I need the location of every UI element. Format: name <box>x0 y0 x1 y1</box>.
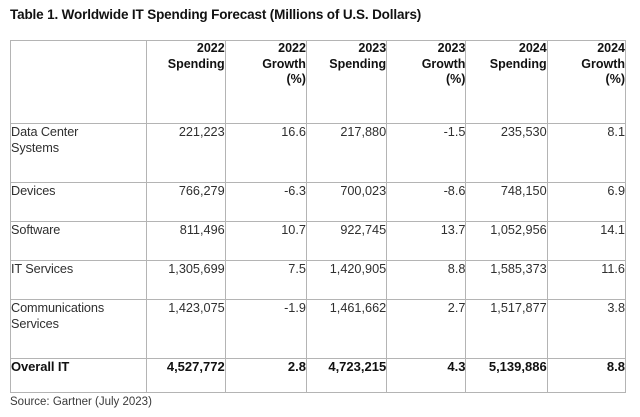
header-line-2: Growth <box>262 56 306 71</box>
label-line-1: Data Center <box>11 125 79 139</box>
cell-2022-spending: 221,223 <box>146 123 226 183</box>
column-header-segment <box>9 40 148 124</box>
header-line-2: Growth <box>421 56 466 71</box>
label-line-2: Services <box>11 317 59 331</box>
cell-2023-growth: -1.5 <box>386 123 467 183</box>
cell-2024-growth: 6.9 <box>546 182 627 222</box>
cell-2024-spending: 748,150 <box>465 182 548 222</box>
column-header-2023-spending: 2023 Spending <box>305 40 388 124</box>
column-header-2022-spending: 2022 Spending <box>146 40 226 124</box>
table-row: Communications Services 1,423,075 -1.9 1… <box>9 299 627 359</box>
cell-2023-growth: 8.8 <box>386 260 467 300</box>
cell-2024-growth: 8.1 <box>546 123 627 183</box>
header-line-2: Spending <box>329 56 387 71</box>
cell-2023-spending: 700,023 <box>305 182 388 222</box>
cell-2023-spending: 922,745 <box>305 221 388 261</box>
cell-2024-spending: 1,517,877 <box>465 299 548 359</box>
row-label-it-services: IT Services <box>9 260 148 300</box>
cell-2022-growth: 16.6 <box>224 123 307 183</box>
table-row: Data Center Systems 221,223 16.6 217,880… <box>9 123 627 183</box>
cell-2022-spending: 811,496 <box>146 221 226 261</box>
cell-2024-growth: 11.6 <box>546 260 627 300</box>
column-header-2022-growth: 2022 Growth (%) <box>224 40 307 124</box>
cell-2024-spending: 235,530 <box>465 123 548 183</box>
cell-2023-growth: -8.6 <box>386 182 467 222</box>
cell-2022-spending: 1,305,699 <box>146 260 226 300</box>
header-row: 2022 Spending 2022 Growth (%) 2023 Spend… <box>9 40 627 124</box>
table-row-total: Overall IT 4,527,772 2.8 4,723,215 4.3 5… <box>9 358 627 393</box>
column-header-2023-growth: 2023 Growth (%) <box>386 40 467 124</box>
cell-2024-growth: 3.8 <box>546 299 627 359</box>
header-line-3: (%) <box>286 72 306 86</box>
label-line-1: IT Services <box>11 262 74 276</box>
header-line-1: 2024 <box>518 41 547 55</box>
cell-2022-spending: 766,279 <box>146 182 226 222</box>
column-header-2024-spending: 2024 Spending <box>465 40 548 124</box>
cell-2022-growth: 2.8 <box>224 358 307 393</box>
row-label-overall-it: Overall IT <box>9 358 148 393</box>
cell-2022-growth: 10.7 <box>224 221 307 261</box>
cell-2022-spending: 1,423,075 <box>146 299 226 359</box>
cell-2024-spending: 5,139,886 <box>465 358 548 393</box>
table-row: IT Services 1,305,699 7.5 1,420,905 8.8 … <box>9 260 627 300</box>
column-header-2024-growth: 2024 Growth (%) <box>546 40 627 124</box>
it-spending-forecast-table: 2022 Spending 2022 Growth (%) 2023 Spend… <box>9 40 627 393</box>
header-line-3: (%) <box>605 72 625 86</box>
header-line-1: 2023 <box>358 41 387 55</box>
page-title: Table 1. Worldwide IT Spending Forecast … <box>10 7 422 22</box>
header-line-2: Spending <box>167 56 225 71</box>
label-line-1: Communications <box>11 301 105 315</box>
cell-2024-growth: 14.1 <box>546 221 627 261</box>
row-label-data-center-systems: Data Center Systems <box>9 123 148 183</box>
cell-2023-growth: 13.7 <box>386 221 467 261</box>
cell-2023-spending: 1,461,662 <box>305 299 388 359</box>
cell-2023-spending: 217,880 <box>305 123 388 183</box>
row-label-software: Software <box>9 221 148 261</box>
cell-2023-spending: 1,420,905 <box>305 260 388 300</box>
cell-2022-growth: 7.5 <box>224 260 307 300</box>
label-line-1: Software <box>11 223 61 237</box>
table-row: Software 811,496 10.7 922,745 13.7 1,052… <box>9 221 627 261</box>
header-line-2: Spending <box>489 56 547 71</box>
cell-2024-spending: 1,585,373 <box>465 260 548 300</box>
cell-2024-spending: 1,052,956 <box>465 221 548 261</box>
row-label-communications-services: Communications Services <box>9 299 148 359</box>
table-body: Data Center Systems 221,223 16.6 217,880… <box>9 123 627 393</box>
cell-2023-spending: 4,723,215 <box>305 358 388 393</box>
cell-2022-growth: -1.9 <box>224 299 307 359</box>
header-line-1: 2024 <box>597 41 625 55</box>
header-line-1: 2022 <box>278 41 306 55</box>
table-row: Devices 766,279 -6.3 700,023 -8.6 748,15… <box>9 182 627 222</box>
cell-2023-growth: 2.7 <box>386 299 467 359</box>
header-line-2: Growth <box>581 56 625 71</box>
label-line-2: Systems <box>11 141 59 155</box>
header-line-1: 2023 <box>437 41 466 55</box>
label-line-1: Devices <box>11 184 56 198</box>
source-note: Source: Gartner (July 2023) <box>10 396 152 408</box>
cell-2022-spending: 4,527,772 <box>146 358 226 393</box>
cell-2024-growth: 8.8 <box>546 358 627 393</box>
cell-2022-growth: -6.3 <box>224 182 307 222</box>
cell-2023-growth: 4.3 <box>386 358 467 393</box>
table-header: 2022 Spending 2022 Growth (%) 2023 Spend… <box>9 40 627 124</box>
header-line-3: (%) <box>445 72 466 86</box>
header-line-1: 2022 <box>196 41 225 55</box>
row-label-devices: Devices <box>9 182 148 222</box>
